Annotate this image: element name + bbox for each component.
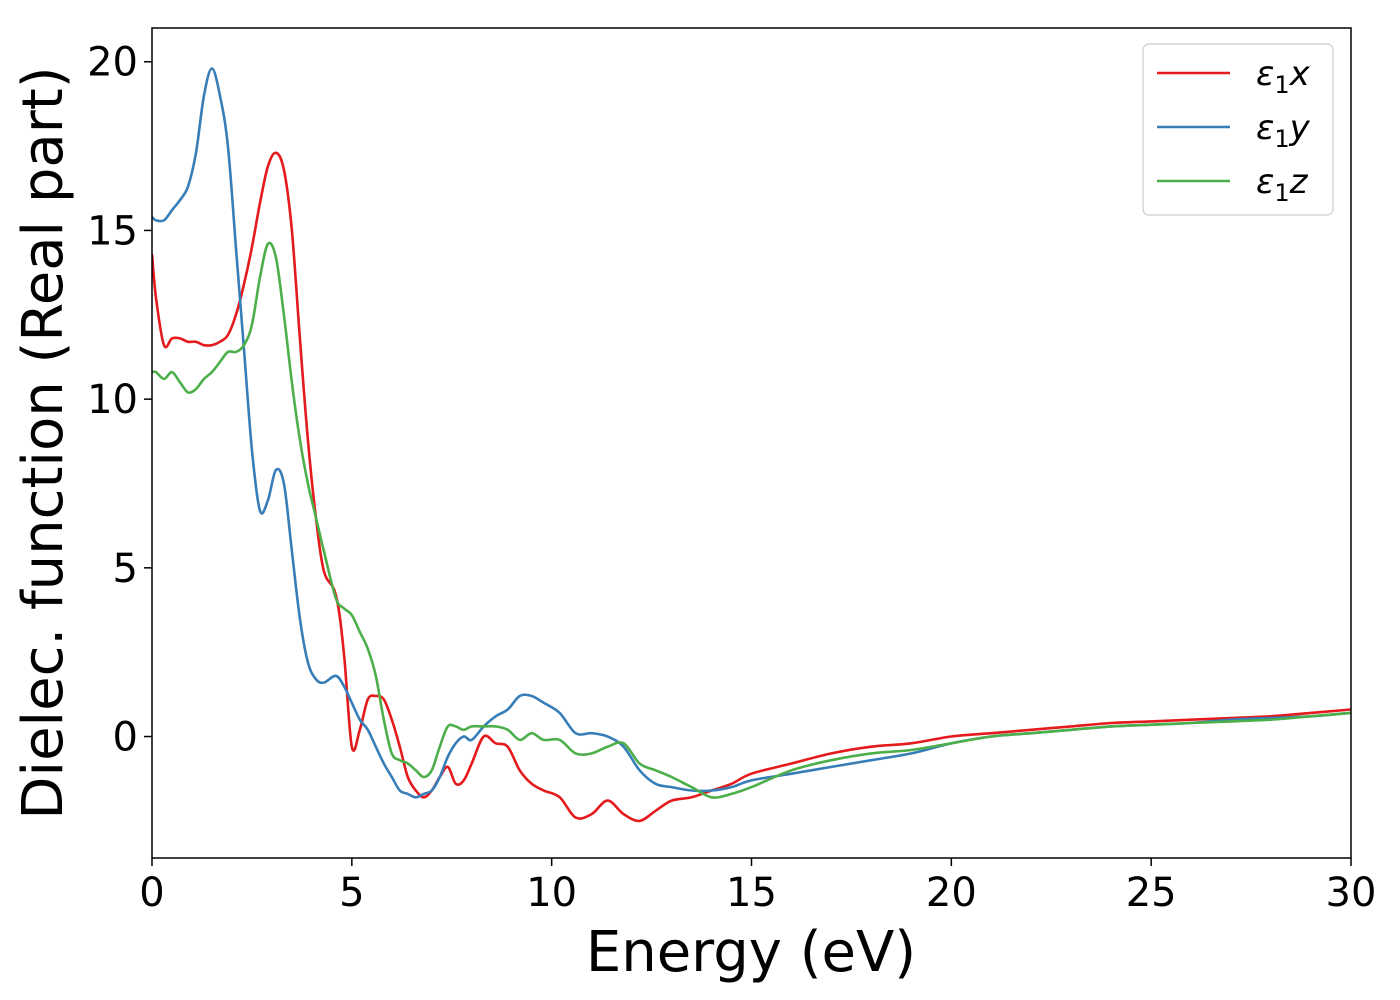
x-tick-label: 30 (1326, 870, 1377, 916)
x-tick-label: 25 (1126, 870, 1177, 916)
plot-area (152, 67, 1351, 823)
series-line-z (152, 241, 1351, 799)
y-tick-label: 15 (87, 208, 138, 254)
y-tick-label: 10 (87, 377, 138, 423)
series-line-x (152, 151, 1351, 823)
y-axis: 0 5 10 15 20 (87, 40, 152, 761)
y-axis-label: Dielec. function (Real part) (11, 66, 76, 819)
x-tick-label: 10 (526, 870, 577, 916)
y-tick-label: 5 (113, 546, 138, 592)
x-tick-label: 0 (139, 870, 164, 916)
legend-label-y: ε1y (1256, 108, 1311, 153)
y-tick-label: 20 (87, 40, 138, 86)
x-tick-label: 15 (726, 870, 777, 916)
x-axis: 0 5 10 15 20 25 30 (139, 858, 1376, 916)
legend-label-z: ε1z (1256, 162, 1309, 207)
legend-label-x: ε1x (1256, 54, 1311, 99)
series-line-y (152, 67, 1351, 799)
y-tick-label: 0 (113, 715, 138, 761)
x-axis-label: Energy (eV) (586, 920, 916, 985)
legend: ε1x ε1y ε1z (1142, 43, 1334, 216)
legend-box (1142, 43, 1334, 216)
x-tick-label: 5 (339, 870, 364, 916)
x-tick-label: 20 (926, 870, 977, 916)
